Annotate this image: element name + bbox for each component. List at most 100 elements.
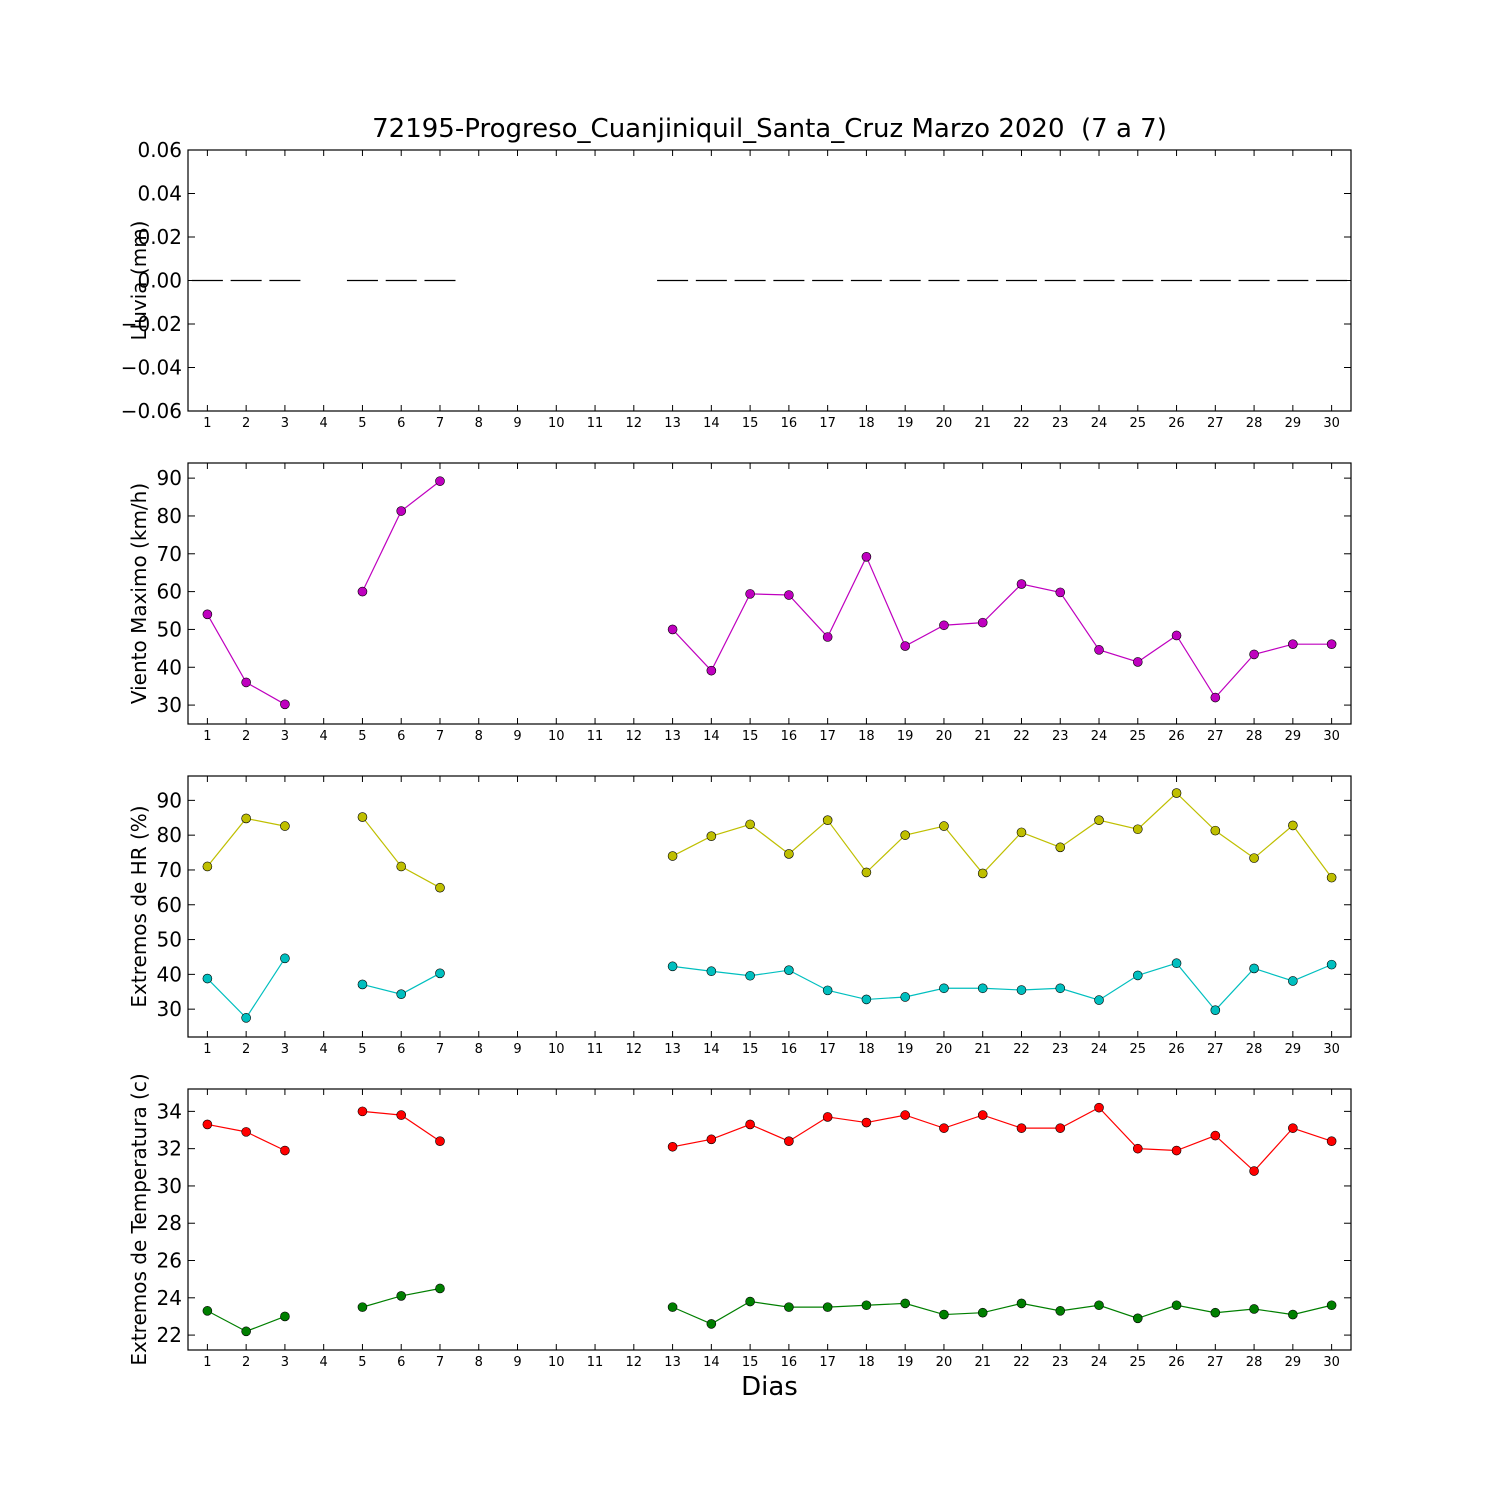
series-line (206, 614, 286, 705)
series-line (206, 958, 286, 1019)
x-tick-label: 4 (320, 1042, 328, 1057)
x-tick-label: 19 (897, 1042, 914, 1057)
data-point (667, 851, 678, 861)
x-tick-label: 4 (320, 1355, 328, 1370)
x-tick-label: 11 (587, 416, 604, 431)
x-tick-label: 30 (1323, 1355, 1340, 1370)
x-tick-label: 15 (742, 1042, 759, 1057)
x-tick-label: 22 (1013, 416, 1030, 431)
x-tick-label: 8 (475, 729, 483, 744)
data-point (1288, 1123, 1298, 1133)
y-tick-label: −0.04 (121, 356, 182, 380)
data-point (357, 1302, 368, 1312)
data-point (822, 815, 833, 825)
data-point (202, 973, 213, 984)
data-point (1326, 1300, 1337, 1311)
y-axis-label: Extremos de HR (%) (127, 805, 151, 1007)
x-tick-label: 24 (1091, 1355, 1108, 1370)
chart-title: 72195-Progreso_Cuanjiniquil_Santa_Cruz M… (372, 114, 1167, 144)
x-tick-label: 19 (897, 1355, 914, 1370)
x-tick-label: 28 (1246, 1355, 1263, 1370)
y-tick-label: 80 (157, 823, 182, 847)
y-tick-label: 60 (157, 893, 182, 917)
data-point (1326, 1136, 1337, 1146)
data-point (977, 617, 988, 628)
x-tick-label: 24 (1091, 729, 1108, 744)
data-point (1210, 1307, 1221, 1318)
x-tick-label: 12 (626, 1355, 643, 1370)
x-tick-label: 1 (203, 416, 211, 431)
x-tick-label: 20 (936, 1355, 953, 1370)
data-point (900, 992, 910, 1002)
series-line (361, 480, 441, 592)
x-tick-label: 1 (203, 1355, 211, 1370)
data-point (1249, 649, 1259, 660)
data-point (1171, 788, 1182, 798)
data-point (1016, 1298, 1027, 1309)
data-point (784, 1302, 794, 1312)
data-point (861, 552, 872, 562)
data-point (977, 868, 988, 879)
x-tick-label: 26 (1168, 729, 1185, 744)
x-tick-label: 14 (703, 1042, 720, 1057)
x-tick-label: 5 (358, 1042, 366, 1057)
x-tick-label: 18 (858, 1355, 875, 1370)
data-point (667, 1141, 678, 1152)
x-tick-label: 10 (548, 416, 565, 431)
x-tick-label: 23 (1052, 416, 1069, 431)
x-tick-label: 8 (475, 1355, 483, 1370)
data-point (1288, 976, 1298, 986)
x-tick-label: 12 (626, 1042, 643, 1057)
data-point (435, 882, 445, 893)
x-tick-label: 11 (587, 1042, 604, 1057)
x-tick-label: 3 (281, 1355, 289, 1370)
data-point (706, 1134, 717, 1145)
data-point (1132, 970, 1143, 981)
data-point (1210, 692, 1221, 703)
x-tick-label: 21 (974, 729, 991, 744)
x-tick-label: 18 (858, 729, 875, 744)
x-tick-label: 7 (436, 1355, 444, 1370)
x-tick-label: 13 (664, 1042, 681, 1057)
data-point (396, 1291, 407, 1301)
x-tick-label: 6 (397, 1355, 405, 1370)
x-tick-label: 14 (703, 416, 720, 431)
x-tick-label: 8 (475, 416, 483, 431)
data-point (1171, 1300, 1182, 1311)
x-tick-label: 4 (320, 416, 328, 431)
data-point (1210, 1005, 1221, 1016)
x-tick-label: 27 (1207, 416, 1224, 431)
x-tick-label: 17 (819, 1042, 836, 1057)
x-tick-label: 25 (1130, 416, 1147, 431)
x-tick-label: 2 (242, 1042, 250, 1057)
series-line (672, 1300, 1332, 1325)
y-tick-label: 40 (157, 962, 182, 986)
x-tick-label: 17 (819, 416, 836, 431)
x-tick-label: 21 (974, 1042, 991, 1057)
data-point (822, 1112, 833, 1122)
data-point (1055, 983, 1066, 994)
x-tick-label: 18 (858, 1042, 875, 1057)
x-tick-label: 29 (1285, 1042, 1302, 1057)
x-tick-label: 6 (397, 416, 405, 431)
y-tick-label: 50 (157, 928, 182, 952)
data-point (900, 641, 910, 651)
data-point (1249, 1304, 1259, 1314)
data-point (667, 1302, 678, 1312)
data-point (1094, 815, 1104, 825)
series-line (672, 962, 1332, 1012)
x-tick-label: 11 (587, 1355, 604, 1370)
x-tick-label: 28 (1246, 1042, 1263, 1057)
data-point (396, 861, 407, 872)
y-tick-label: 0.04 (137, 182, 182, 206)
x-tick-label: 10 (548, 1355, 565, 1370)
y-tick-label: −0.02 (121, 312, 182, 336)
data-point (396, 1110, 407, 1120)
series-line (672, 555, 1332, 699)
data-point (1094, 1300, 1104, 1311)
x-tick-label: 1 (203, 1042, 211, 1057)
data-point (1094, 1102, 1104, 1113)
